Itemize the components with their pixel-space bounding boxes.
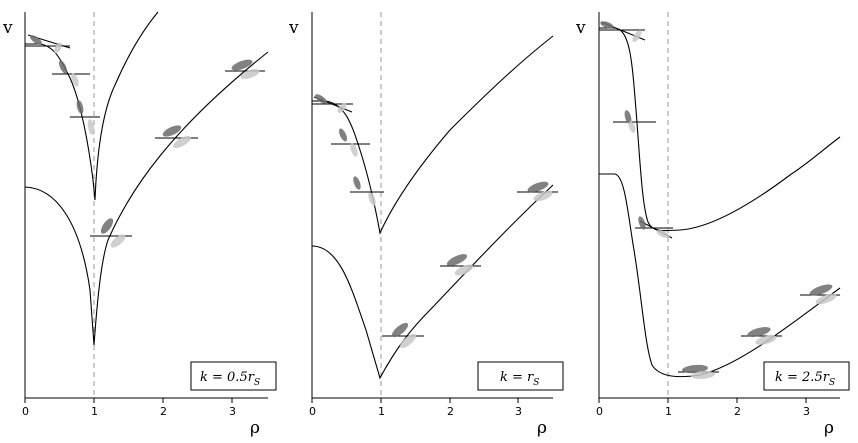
panel-1-tick-label-1: 1 [91, 405, 98, 418]
panel-2-x-label: ρ [537, 418, 547, 438]
panel-2-lower-curve [311, 184, 554, 380]
panel-1-k-label: k = 0.5rS [200, 370, 260, 388]
panel-2-tick-label-1: 1 [378, 405, 385, 418]
panel-1-tick-label-3: 3 [229, 405, 236, 418]
panel-1-tick-label-2: 2 [160, 405, 167, 418]
panel-2-tick-label-0: 0 [309, 405, 316, 418]
panel-3-x-label: ρ [824, 418, 834, 438]
panel-3-tick-label-1: 1 [665, 405, 672, 418]
panel-2-upper-curve [312, 35, 554, 235]
panel-3-y-label: v [575, 18, 586, 38]
panel-2-y-label: v [288, 18, 299, 38]
panel-2-markers [312, 94, 558, 349]
panel-1-markers [25, 34, 265, 248]
panel-1-y-label: v [2, 18, 13, 38]
panel-2-k-label: k = rS [500, 370, 539, 388]
panel-3-tick-label-0: 0 [596, 405, 603, 418]
panel-2-k-box [477, 361, 564, 391]
panel-3: 0 1 2 3 v ρ [575, 12, 850, 438]
panel-3-lower-curve [599, 173, 841, 378]
panel-3-tick-label-2: 2 [734, 405, 741, 418]
panel-3-k-box [763, 361, 850, 391]
panel-3-k-label: k = 2.5rS [775, 370, 835, 388]
panel-3-markers [599, 21, 840, 380]
panel-2-tick-label-2: 2 [447, 405, 454, 418]
panel-1-lower-curve [24, 51, 269, 346]
panel-2: 0 1 2 3 v ρ [288, 12, 564, 438]
panel-1-x-label: ρ [250, 418, 260, 438]
panel-1-k-box [190, 361, 277, 391]
panel-1-tick-label-0: 0 [22, 405, 29, 418]
panel-3-tick-label-3: 3 [803, 405, 810, 418]
panel-1: 0 1 2 3 v ρ [2, 11, 277, 438]
panel-2-tick-label-3: 3 [515, 405, 522, 418]
